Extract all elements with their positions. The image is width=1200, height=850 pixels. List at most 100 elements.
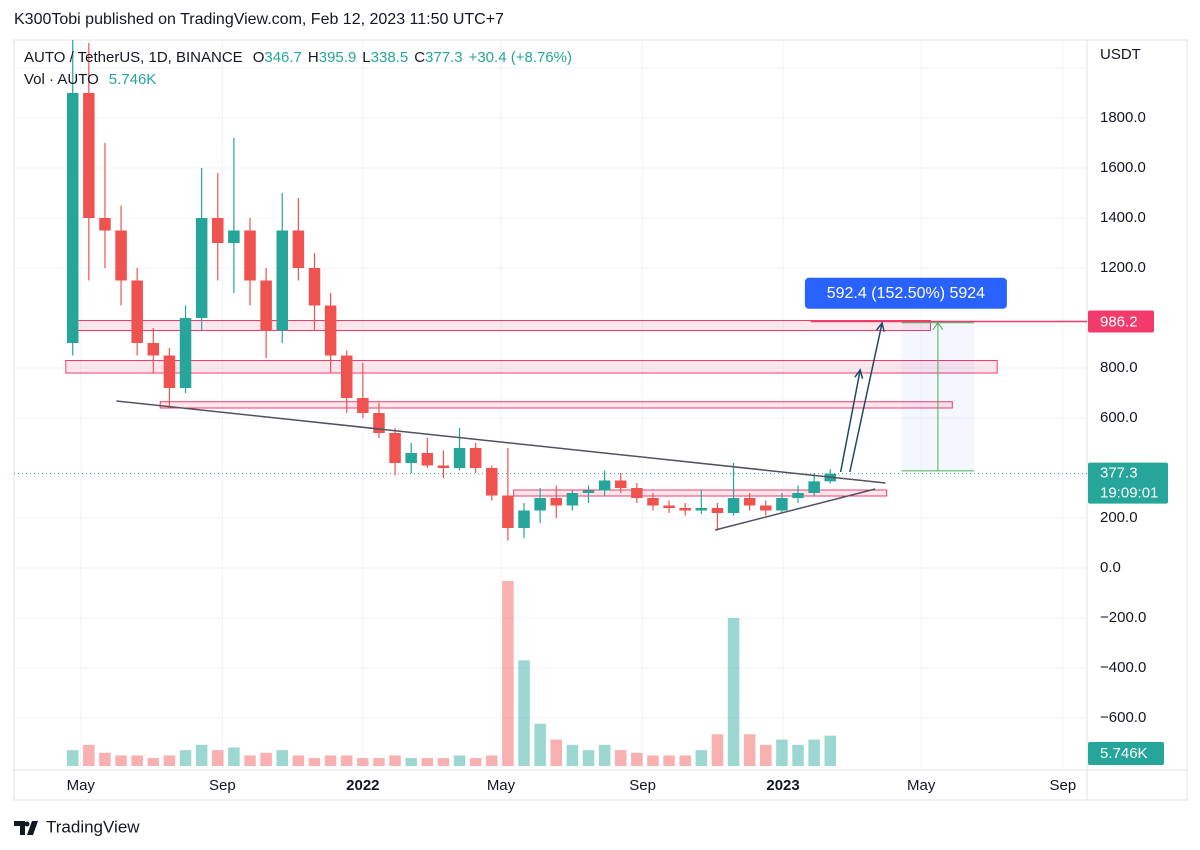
volume-bar: [83, 744, 95, 766]
volume-bar: [663, 755, 675, 766]
volume-bar: [308, 758, 321, 766]
last-price-label: 377.3: [1100, 465, 1138, 482]
volume-bar: [292, 755, 305, 766]
candle-body: [260, 280, 272, 331]
x-tick-label: 2022: [346, 777, 379, 794]
y-tick-label: 1200.0: [1100, 259, 1146, 276]
volume-bar: [195, 744, 208, 766]
volume-bar: [147, 758, 160, 766]
volume-bar: [66, 750, 79, 766]
candle-body: [486, 468, 498, 496]
y-tick-label: 1400.0: [1100, 209, 1146, 226]
trendline: [116, 400, 886, 484]
footer: TradingView: [46, 817, 140, 836]
candle-body: [502, 495, 514, 528]
arrow: [849, 322, 883, 473]
hline-tag: [1088, 310, 1154, 333]
measure-label-bg: [804, 277, 1007, 309]
x-tick-label: May: [487, 777, 516, 794]
candle-body: [421, 453, 434, 466]
candle-body: [147, 343, 160, 356]
zone: [513, 489, 888, 497]
x-tick-label: May: [67, 777, 96, 794]
volume-bar: [792, 744, 804, 766]
candle-body: [792, 493, 804, 498]
candle-body: [631, 488, 643, 498]
hline-tag-label: 986.2: [1100, 313, 1138, 330]
volume-bar: [324, 755, 337, 766]
legend-key: C: [414, 49, 425, 66]
logo-dot: [24, 821, 30, 827]
volume-tag-label: 5.746K: [1100, 745, 1148, 762]
volume-bar: [743, 734, 756, 766]
candle-body: [292, 230, 305, 268]
volume-bar: [421, 758, 434, 766]
volume-bar: [357, 758, 369, 766]
candle-body: [518, 510, 530, 528]
volume-bar: [115, 755, 127, 766]
candle-body: [83, 93, 95, 218]
y-tick-label: −200.0: [1100, 609, 1146, 626]
candle-body: [373, 413, 385, 433]
candle-body: [276, 230, 289, 331]
candle-body: [550, 498, 563, 506]
volume-bar: [163, 755, 176, 766]
header: K300Tobi published on TradingView.com, F…: [14, 11, 504, 28]
volume-bar: [647, 755, 659, 766]
y-tick-label: 1800.0: [1100, 109, 1146, 126]
candle-body: [743, 498, 756, 506]
candle-body: [389, 433, 401, 463]
candle-body: [179, 318, 192, 388]
x-tick-label: Sep: [209, 777, 236, 794]
volume-bar: [566, 744, 579, 766]
volume-bar: [502, 581, 514, 766]
volume-bar: [518, 660, 530, 766]
y-tick-label: 600.0: [1100, 409, 1138, 426]
y-tick-label: 800.0: [1100, 359, 1138, 376]
candle-body: [244, 230, 256, 281]
volume-tag: [1088, 742, 1164, 765]
volume-bar: [598, 744, 611, 766]
axis-unit: USDT: [1100, 46, 1141, 63]
candle-body: [340, 355, 353, 398]
measure-label: 592.4 (152.50%) 5924: [827, 285, 985, 302]
candle-body: [131, 280, 143, 343]
volume-bar: [389, 755, 401, 766]
frame: [13, 39, 1188, 801]
y-tick-label: 1600.0: [1100, 159, 1146, 176]
unit-background: [1090, 42, 1185, 76]
volume-bar: [437, 758, 450, 766]
logo: [14, 821, 38, 835]
legend-value: 377.3: [425, 49, 463, 66]
legend-value: 346.7: [264, 49, 302, 66]
volume-bar: [99, 752, 111, 766]
volume-bar: [131, 755, 143, 766]
legend-symbol: AUTO / TetherUS, 1D, BINANCE: [24, 49, 243, 66]
candle-body: [760, 505, 772, 511]
candle-body: [711, 508, 724, 513]
candle-body: [647, 498, 659, 506]
arrow-head: [854, 368, 864, 379]
countdown: 19:09:01: [1100, 485, 1158, 502]
zone: [159, 401, 953, 409]
candle-body: [727, 498, 740, 513]
candle-body: [663, 505, 675, 508]
volume-bar: [228, 747, 240, 766]
zone: [65, 360, 998, 374]
x-tick-label: Sep: [629, 777, 656, 794]
volume-bar: [711, 734, 724, 766]
volume-bar: [179, 750, 192, 766]
trendline: [714, 488, 876, 531]
candle-body: [212, 218, 224, 243]
legend-key: H: [308, 49, 319, 66]
candle-body: [808, 481, 820, 493]
candle-body: [614, 480, 627, 488]
volume-legend-value: 5.746K: [109, 71, 157, 88]
arrow: [839, 369, 861, 473]
volume-bar: [695, 750, 708, 766]
y-tick-label: −400.0: [1100, 659, 1146, 676]
candle-body: [679, 508, 691, 511]
volume-bar: [727, 618, 740, 766]
